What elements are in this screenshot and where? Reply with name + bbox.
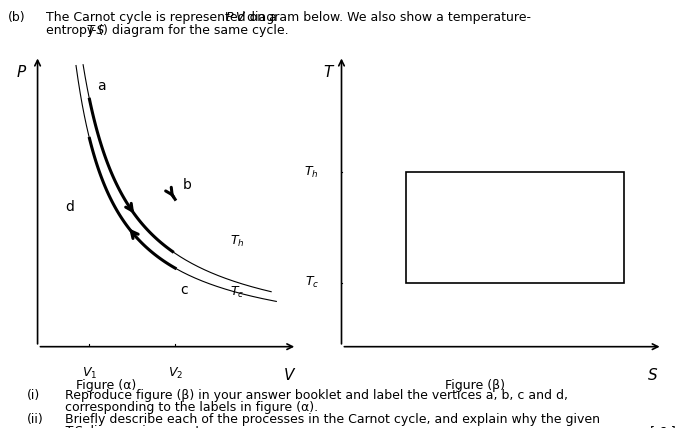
Text: $V_1$: $V_1$ <box>82 366 97 380</box>
Text: $V$: $V$ <box>283 367 296 383</box>
Text: T-S: T-S <box>86 24 104 36</box>
Text: b: b <box>183 178 192 193</box>
Text: $T$: $T$ <box>322 64 335 80</box>
Text: entropy (: entropy ( <box>46 24 104 36</box>
Text: $T_h$: $T_h$ <box>305 164 319 180</box>
Text: Reproduce figure (β) in your answer booklet and label the vertices a, b, c and d: Reproduce figure (β) in your answer book… <box>65 389 568 402</box>
Text: $V_2$: $V_2$ <box>167 366 182 380</box>
Text: P-V: P-V <box>225 11 245 24</box>
Text: ) diagram for the same cycle.: ) diagram for the same cycle. <box>103 24 289 36</box>
Text: Briefly describe each of the processes in the Carnot cycle, and explain why the : Briefly describe each of the processes i… <box>65 413 600 426</box>
Text: $T_c$: $T_c$ <box>229 285 244 300</box>
Text: $S$: $S$ <box>647 367 658 383</box>
Text: a: a <box>97 80 106 93</box>
Text: $P$: $P$ <box>16 64 27 80</box>
Text: [ 6 ]: [ 6 ] <box>650 425 676 428</box>
Text: The Carnot cycle is represented on a: The Carnot cycle is represented on a <box>46 11 281 24</box>
Text: (ii): (ii) <box>27 413 44 426</box>
Text: diagram below. We also show a temperature-: diagram below. We also show a temperatur… <box>243 11 531 24</box>
Text: (i): (i) <box>27 389 40 402</box>
Text: Figure (α): Figure (α) <box>76 379 136 392</box>
Text: corresponding to the labels in figure (α).: corresponding to the labels in figure (α… <box>65 401 318 414</box>
Text: $T_c$: $T_c$ <box>305 275 319 290</box>
Text: c: c <box>180 282 188 297</box>
Text: $T_h$: $T_h$ <box>229 235 245 250</box>
Text: T-S: T-S <box>65 425 83 428</box>
Text: d: d <box>65 200 74 214</box>
Text: Figure (β): Figure (β) <box>445 379 505 392</box>
Text: (b): (b) <box>8 11 26 24</box>
Text: diagram is correct.: diagram is correct. <box>82 425 204 428</box>
